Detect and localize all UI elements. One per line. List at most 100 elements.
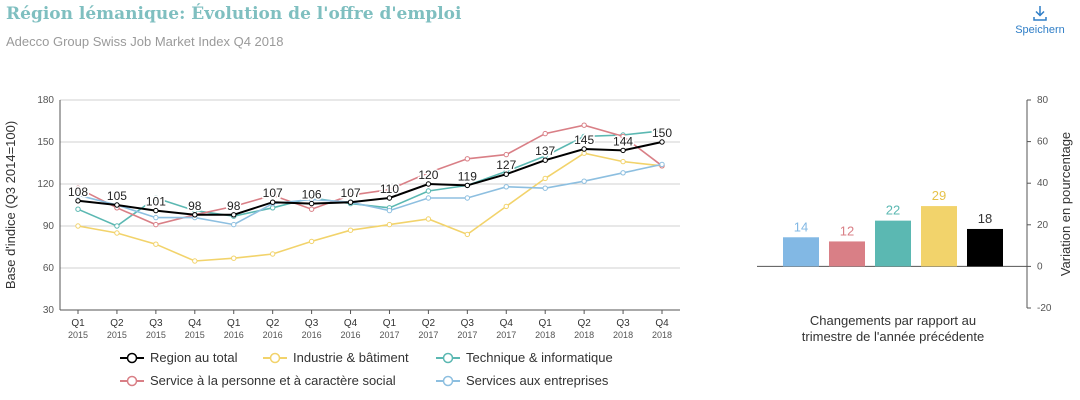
line-point	[308, 238, 315, 245]
line-data-label: 107	[263, 186, 283, 200]
line-point	[386, 207, 393, 214]
bar-y-axis-title: Variation en pourcentage	[1058, 132, 1073, 276]
line-x-tick-label: Q3	[149, 318, 163, 329]
legend-item[interactable]: Technique & informatique	[436, 350, 613, 365]
line-point	[308, 206, 315, 212]
line-point	[659, 128, 665, 134]
legend-item[interactable]: Services aux entreprises	[436, 373, 608, 388]
line-point	[231, 212, 237, 218]
line-x-tick-label: Q4	[500, 318, 514, 329]
line-point	[425, 216, 432, 222]
line-x-tick-label: Q3	[616, 318, 630, 329]
line-x-tick-label: Q1	[227, 318, 241, 329]
line-data-label: 101	[146, 195, 166, 209]
line-point	[269, 192, 276, 198]
line-x-tick-label: Q2	[110, 318, 124, 329]
line-point	[464, 195, 471, 201]
line-point	[386, 221, 393, 228]
line-x-tick-label: Q1	[71, 318, 85, 329]
bar-y-tick-label: 20	[1037, 220, 1049, 231]
bar-data-label: 12	[840, 223, 854, 238]
legend-marker-icon	[436, 352, 460, 363]
line-data-label: 107	[341, 186, 361, 200]
bar-data-label: 14	[794, 219, 808, 234]
line-y-tick-label: 120	[37, 179, 54, 190]
line-x-tick-year: 2015	[185, 330, 205, 340]
line-point	[231, 221, 237, 228]
legend-label: Services aux entreprises	[466, 373, 609, 388]
legend-label: Technique & informatique	[466, 350, 613, 365]
line-data-label: 145	[574, 133, 594, 147]
line-point	[503, 171, 509, 177]
line-point	[425, 170, 432, 176]
line-x-tick-year: 2017	[457, 330, 477, 340]
bar-y-tick-label: 60	[1037, 137, 1049, 148]
line-point	[114, 230, 120, 236]
bar-data-label: 22	[886, 203, 900, 218]
line-x-tick-year: 2018	[652, 330, 672, 340]
line-x-tick-label: Q3	[305, 318, 319, 329]
line-y-axis-title: Base d'indice (Q3 2014=100)	[3, 121, 18, 289]
line-point	[347, 192, 354, 198]
line-point	[425, 188, 432, 194]
legend-marker-icon	[263, 352, 287, 363]
line-point	[347, 227, 354, 233]
line-x-tick-label: Q4	[188, 318, 202, 329]
line-point	[153, 214, 159, 221]
line-point	[620, 133, 626, 140]
line-point	[581, 133, 587, 140]
line-series-4	[77, 141, 663, 216]
line-point	[192, 258, 198, 264]
line-x-tick-label: Q4	[655, 318, 669, 329]
line-point	[503, 151, 509, 158]
line-point	[581, 146, 587, 152]
line-point	[542, 130, 548, 137]
line-point	[75, 198, 81, 204]
legend-label: Region au total	[150, 350, 238, 365]
line-x-tick-year: 2017	[418, 330, 438, 340]
bar	[967, 228, 1003, 267]
line-data-label: 150	[652, 126, 672, 140]
line-data-label: 137	[535, 144, 555, 158]
line-point	[114, 223, 120, 229]
line-series-0	[77, 152, 663, 262]
legend-item[interactable]: Service à la personne et à caractère soc…	[120, 373, 396, 388]
line-x-tick-year: 2017	[379, 330, 399, 340]
legend-label: Industrie & bâtiment	[293, 350, 409, 365]
legend-item[interactable]: Industrie & bâtiment	[263, 350, 409, 365]
line-point	[75, 192, 81, 198]
bar	[875, 220, 911, 267]
legend-marker-icon	[120, 352, 144, 363]
line-point	[192, 212, 198, 218]
line-point	[75, 206, 81, 212]
line-y-tick-label: 30	[43, 305, 55, 316]
legend-label: Service à la personne et à caractère soc…	[150, 373, 396, 388]
bar-x-axis-title: trimestre de l'année précédente	[802, 329, 984, 344]
line-data-label: 127	[496, 158, 516, 172]
line-x-tick-label: Q1	[383, 318, 397, 329]
line-x-tick-label: Q3	[461, 318, 475, 329]
legend-item[interactable]: Region au total	[120, 350, 237, 365]
line-x-tick-label: Q2	[577, 318, 591, 329]
line-y-tick-label: 180	[37, 95, 54, 106]
line-point	[347, 199, 354, 205]
line-point	[581, 178, 587, 184]
line-x-tick-year: 2016	[302, 330, 322, 340]
line-data-label: 108	[68, 185, 88, 199]
line-data-label: 106	[302, 188, 322, 202]
save-button[interactable]: Speichern	[1008, 4, 1072, 36]
line-point	[386, 195, 393, 201]
line-point	[269, 199, 276, 205]
line-point	[114, 202, 120, 208]
line-x-tick-label: Q4	[344, 318, 358, 329]
bar-y-tick-label: 0	[1037, 261, 1043, 272]
bar-data-label: 29	[932, 188, 946, 203]
line-series-3	[77, 163, 663, 226]
line-point	[542, 175, 548, 182]
line-point	[464, 156, 471, 162]
line-y-tick-label: 60	[43, 263, 55, 274]
line-data-label: 119	[458, 169, 477, 183]
line-data-label: 120	[418, 168, 438, 182]
bar-x-axis-title: Changements par rapport au	[810, 313, 976, 328]
